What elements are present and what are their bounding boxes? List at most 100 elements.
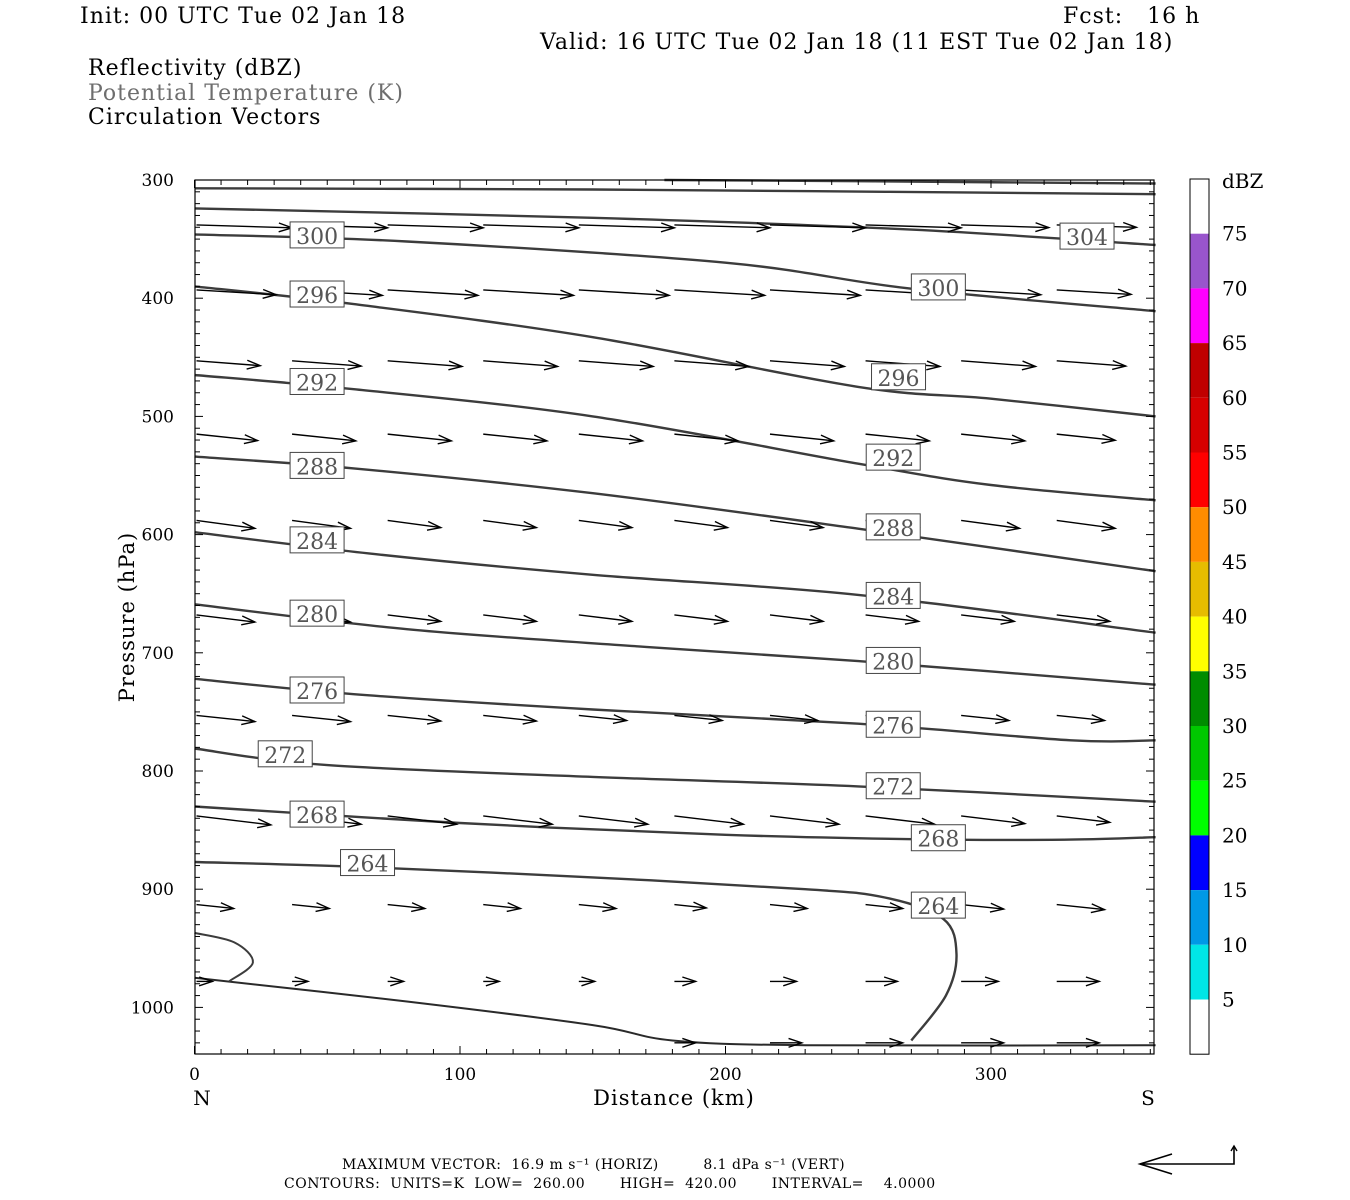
vector-head	[756, 222, 773, 233]
vector-shaft	[483, 815, 553, 825]
vector-head	[713, 520, 730, 531]
circulation-vector	[865, 1037, 905, 1048]
vector-shaft	[674, 289, 765, 297]
vector-shaft	[1056, 433, 1116, 441]
vector-head	[618, 520, 635, 531]
vector-shaft	[483, 224, 579, 229]
vector-head	[411, 902, 428, 913]
vector-shaft	[1056, 519, 1116, 530]
valid-time: Valid: 16 UTC Tue 02 Jan 18 (11 EST Tue …	[540, 30, 1174, 55]
circulation-vector	[387, 614, 443, 625]
vector-shaft	[196, 360, 261, 367]
vector-head	[469, 222, 486, 233]
theta-contour-304	[194, 207, 1156, 247]
vector-head	[825, 817, 842, 828]
contour-label-box	[289, 451, 345, 479]
vector-head	[485, 976, 502, 987]
contour-label-box	[910, 824, 966, 852]
contour-label-box	[289, 221, 345, 249]
vector-head	[639, 360, 656, 371]
y-tick-label: 300	[142, 171, 174, 191]
vector-shaft	[961, 224, 1049, 229]
circulation-vector	[1056, 714, 1107, 725]
vector-head	[783, 976, 799, 987]
vector-shaft	[674, 224, 771, 229]
vector-head	[442, 817, 459, 828]
vector-head	[655, 289, 672, 300]
vector-shaft	[961, 714, 1010, 722]
vector-head	[1085, 1037, 1102, 1048]
circulation-vector	[769, 976, 799, 987]
vector-shaft	[483, 433, 548, 442]
circulation-vector	[578, 519, 635, 531]
vector-head	[1095, 815, 1113, 826]
vector-head	[437, 434, 454, 445]
vector-shaft	[578, 903, 617, 910]
colorbar-unit: dBZ	[1222, 169, 1264, 193]
circulation-vector	[292, 714, 353, 726]
vector-head	[926, 360, 943, 371]
vector-shaft	[769, 519, 824, 529]
vector-shaft	[483, 614, 537, 623]
colorbar-swatch	[1190, 726, 1209, 781]
contour-label-box	[289, 800, 345, 828]
vector-shaft	[1056, 903, 1105, 911]
circulation-vector	[1056, 433, 1118, 444]
circulation-vector	[865, 976, 900, 987]
vector-head	[989, 902, 1006, 913]
vector-head	[990, 1037, 1006, 1048]
colorbar-label: 65	[1222, 331, 1247, 355]
vector-shaft	[578, 433, 643, 442]
circulation-vector	[961, 433, 1028, 445]
vector-head	[734, 360, 751, 371]
circulation-vector	[196, 519, 258, 532]
vector-head	[1011, 817, 1028, 828]
colorbar-swatch	[1190, 616, 1209, 672]
circulation-vector	[196, 359, 263, 370]
circulation-vector	[674, 976, 698, 987]
contours-note: CONTOURS: UNITS=K LOW= 260.00 HIGH= 420.…	[284, 1176, 936, 1192]
contour-label-text: 300	[296, 225, 338, 250]
vector-shaft	[961, 433, 1025, 442]
circulation-vector	[196, 222, 295, 233]
vector-head	[294, 976, 311, 987]
vector-head	[628, 434, 645, 445]
vector-head	[390, 976, 406, 987]
vector-shaft	[483, 519, 537, 529]
colorbar-label: 35	[1222, 659, 1247, 683]
circulation-vector	[961, 222, 1051, 233]
contour-label-text: 284	[872, 585, 914, 610]
vector-shaft	[578, 614, 633, 623]
vector-head	[830, 360, 847, 371]
vector-head	[241, 521, 258, 532]
vector-shaft	[196, 815, 271, 826]
circulation-vector	[961, 815, 1028, 828]
colorbar-label: 50	[1222, 495, 1247, 519]
circulation-vector	[387, 519, 443, 531]
contour-label-box	[865, 513, 921, 541]
contour-label-text: 296	[878, 367, 920, 392]
vector-head	[426, 614, 443, 625]
vector-head	[243, 434, 260, 445]
vector-head	[565, 222, 582, 233]
circulation-vector	[578, 222, 677, 233]
circulation-vector	[196, 714, 258, 726]
y-axis-label: Pressure (hPa)	[115, 532, 139, 702]
theta-contour-276	[194, 677, 1156, 743]
vector-shaft	[578, 224, 675, 229]
vector-head	[581, 976, 597, 987]
vector-shaft	[292, 903, 330, 910]
contour-label-text: 280	[296, 603, 338, 628]
theta-contour-292	[194, 373, 1156, 502]
vector-shaft	[961, 614, 1015, 623]
contour-label: 280	[289, 599, 345, 628]
vector-shaft	[769, 433, 834, 442]
contour-label-text: 288	[296, 455, 338, 480]
vector-shaft	[387, 360, 463, 368]
circulation-vector	[483, 433, 550, 445]
vector-shaft	[769, 224, 866, 229]
vector-head	[1011, 434, 1028, 445]
vector-shaft	[1056, 360, 1126, 367]
colorbar-border	[1189, 178, 1210, 1055]
colorbar-label: 45	[1222, 550, 1247, 574]
